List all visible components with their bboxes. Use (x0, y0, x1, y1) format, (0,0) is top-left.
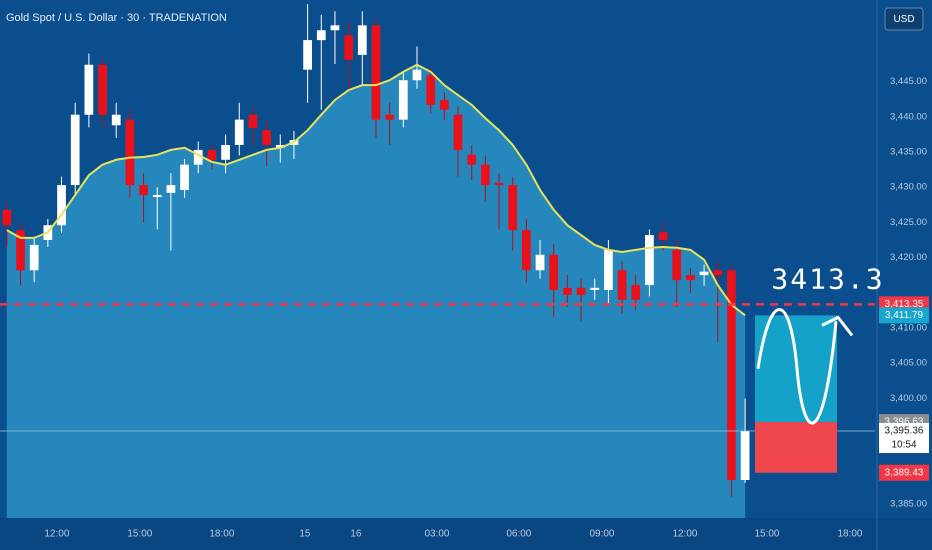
candle-body (371, 25, 381, 120)
candle-body (16, 230, 25, 271)
candle-body (590, 287, 600, 290)
candle-body (57, 185, 66, 226)
price-label: 3,395.36 (885, 426, 924, 437)
forecast-stop-box (755, 422, 837, 473)
candle-body (426, 75, 436, 105)
candle-body (686, 275, 695, 281)
candle-body (152, 194, 162, 198)
candle-body (166, 185, 176, 193)
candle-body (535, 254, 545, 271)
chart-title: Gold Spot / U.S. Dollar · 30 · TRADENATI… (6, 12, 227, 24)
plot-area (2, 4, 750, 518)
candle-body (221, 144, 230, 160)
x-tick-label: 15:00 (127, 529, 152, 540)
y-tick-label: 3,430.00 (890, 182, 927, 193)
candle-body (330, 25, 340, 31)
candle-body (453, 114, 463, 150)
candle-body (139, 185, 148, 195)
price-label: 3,389.43 (885, 467, 924, 478)
candle-body (563, 287, 572, 295)
y-tick-label: 3,420.00 (890, 252, 927, 263)
x-tick-label: 12:00 (44, 529, 69, 540)
candle-body (29, 244, 39, 271)
candle-body (98, 64, 107, 115)
price-label-box (879, 423, 929, 454)
candle-body (248, 114, 258, 129)
target-annotation: 3413.3 (771, 262, 884, 295)
ema-line (6, 63, 746, 317)
x-tick-label: 18:00 (209, 529, 234, 540)
x-tick-label: 03:00 (424, 529, 449, 540)
y-tick-label: 3,445.00 (890, 76, 927, 87)
candle-body (467, 154, 477, 165)
candle-body (262, 130, 271, 145)
candle-body (521, 230, 531, 271)
candle-body (631, 285, 641, 300)
candle-body (713, 270, 723, 276)
candle-body (549, 254, 559, 290)
y-tick-label: 3,405.00 (890, 358, 927, 369)
ema-area (6, 64, 746, 518)
candle-body (385, 114, 395, 120)
x-tick-label: 12:00 (672, 529, 697, 540)
y-tick-label: 3,440.00 (890, 111, 927, 122)
candle-body (658, 232, 668, 240)
price-label-box (879, 307, 929, 324)
currency[interactable]: USD (893, 14, 914, 25)
price-label-box (879, 464, 929, 481)
y-tick-label: 3,410.00 (890, 322, 927, 333)
candle-body (727, 270, 736, 480)
x-tick-label: 18:00 (837, 529, 862, 540)
forecast-arrowhead (821, 315, 854, 337)
price-label: 3,413.35 (885, 299, 924, 310)
candle-body (207, 149, 217, 160)
candle-body (398, 80, 408, 120)
candle-body (180, 164, 189, 191)
countdown: 10:54 (891, 440, 916, 451)
candle-body (2, 209, 12, 226)
y-tick-label: 3,385.00 (890, 498, 927, 509)
price-label: 3,411.79 (885, 310, 924, 321)
candle-body (344, 35, 354, 60)
candle-body (316, 30, 326, 41)
price-label: 3,396.63 (885, 417, 924, 428)
candle-body (576, 287, 586, 295)
candle-body (234, 119, 244, 145)
candle-body (699, 271, 709, 276)
currency-box[interactable] (884, 7, 924, 31)
candle-body (111, 114, 121, 126)
candle-body (645, 235, 654, 286)
candle-body (357, 25, 367, 55)
candle-body (508, 185, 518, 231)
x-tick-label: 06:00 (506, 529, 531, 540)
x-tick-label: 16 (350, 529, 362, 540)
y-tick-label: 3,435.00 (890, 147, 927, 158)
candle-body (412, 69, 422, 81)
candle-body (740, 431, 750, 480)
candle-body (303, 40, 312, 70)
candle-body (439, 99, 449, 110)
y-tick-label: 3,425.00 (890, 217, 927, 228)
candle-body (193, 149, 203, 165)
candle-body (604, 249, 613, 290)
x-tick-label: 15:00 (754, 529, 779, 540)
candle-body (125, 119, 135, 186)
candle-body (617, 270, 627, 300)
candle-body (480, 164, 490, 186)
forecast-wave (756, 308, 838, 425)
candle-body (494, 182, 504, 186)
y-tick-label: 3,400.00 (890, 393, 927, 404)
candle-body (84, 64, 94, 115)
time-axis (0, 518, 932, 550)
candle-body (70, 114, 80, 186)
candle-body (672, 249, 682, 281)
x-tick-label: 09:00 (589, 529, 614, 540)
candle-body (275, 144, 285, 148)
x-tick-label: 15 (299, 529, 311, 540)
